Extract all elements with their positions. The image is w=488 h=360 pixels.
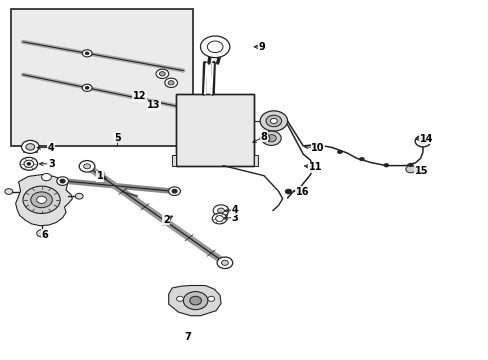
Circle shape <box>23 186 60 213</box>
Text: 4: 4 <box>231 204 238 215</box>
Circle shape <box>407 163 412 167</box>
Text: 15: 15 <box>414 166 427 176</box>
Circle shape <box>164 78 177 87</box>
Circle shape <box>21 140 39 153</box>
Circle shape <box>60 179 65 183</box>
Circle shape <box>20 157 38 170</box>
Circle shape <box>200 36 229 58</box>
Text: 1: 1 <box>97 171 103 181</box>
Bar <box>260 136 269 140</box>
Circle shape <box>217 208 224 213</box>
Circle shape <box>168 187 180 195</box>
Circle shape <box>79 161 95 172</box>
Text: 13: 13 <box>147 100 161 110</box>
Bar <box>215 206 226 215</box>
Bar <box>172 155 176 166</box>
Text: 5: 5 <box>114 132 121 143</box>
Circle shape <box>5 189 13 194</box>
Text: 2: 2 <box>163 215 169 225</box>
Circle shape <box>37 196 46 203</box>
Text: 10: 10 <box>310 143 324 153</box>
Circle shape <box>83 164 90 169</box>
Circle shape <box>37 230 46 237</box>
Circle shape <box>183 292 207 310</box>
Circle shape <box>315 143 320 147</box>
Polygon shape <box>16 175 72 226</box>
Text: 7: 7 <box>183 332 190 342</box>
Circle shape <box>260 111 287 131</box>
Circle shape <box>159 72 165 76</box>
Bar <box>23 142 37 152</box>
Circle shape <box>207 296 214 301</box>
Circle shape <box>213 205 228 216</box>
Text: 11: 11 <box>308 162 322 172</box>
Circle shape <box>82 50 92 57</box>
Bar <box>11 9 193 146</box>
Circle shape <box>266 135 276 142</box>
Circle shape <box>221 260 228 265</box>
Circle shape <box>85 86 89 89</box>
Circle shape <box>85 52 89 55</box>
Circle shape <box>172 189 177 193</box>
Text: 8: 8 <box>260 132 267 142</box>
Text: 3: 3 <box>231 213 238 223</box>
Text: 14: 14 <box>419 134 432 144</box>
Text: 16: 16 <box>295 186 308 197</box>
Circle shape <box>189 296 201 305</box>
Circle shape <box>414 135 430 147</box>
Circle shape <box>26 144 35 150</box>
Text: 9: 9 <box>258 42 264 52</box>
Circle shape <box>405 166 415 173</box>
Polygon shape <box>168 285 221 316</box>
Circle shape <box>168 81 174 85</box>
Circle shape <box>57 177 68 185</box>
Text: 6: 6 <box>41 230 48 240</box>
Bar <box>176 94 254 166</box>
Circle shape <box>41 174 51 181</box>
Circle shape <box>75 193 83 199</box>
Text: 5: 5 <box>114 135 121 145</box>
Bar <box>176 94 254 166</box>
Circle shape <box>176 296 183 301</box>
Circle shape <box>217 257 232 269</box>
Circle shape <box>156 69 168 78</box>
Text: 12: 12 <box>132 91 146 102</box>
Circle shape <box>212 213 226 224</box>
Circle shape <box>261 131 281 145</box>
Circle shape <box>285 189 291 194</box>
Circle shape <box>359 157 364 161</box>
Circle shape <box>270 118 277 123</box>
Circle shape <box>82 84 92 91</box>
Bar <box>254 155 258 166</box>
Circle shape <box>31 192 52 208</box>
Circle shape <box>260 135 269 142</box>
Circle shape <box>383 163 388 167</box>
Circle shape <box>337 150 342 154</box>
Circle shape <box>27 162 31 165</box>
Text: 3: 3 <box>48 159 55 169</box>
Circle shape <box>265 115 281 127</box>
Text: 4: 4 <box>48 143 55 153</box>
